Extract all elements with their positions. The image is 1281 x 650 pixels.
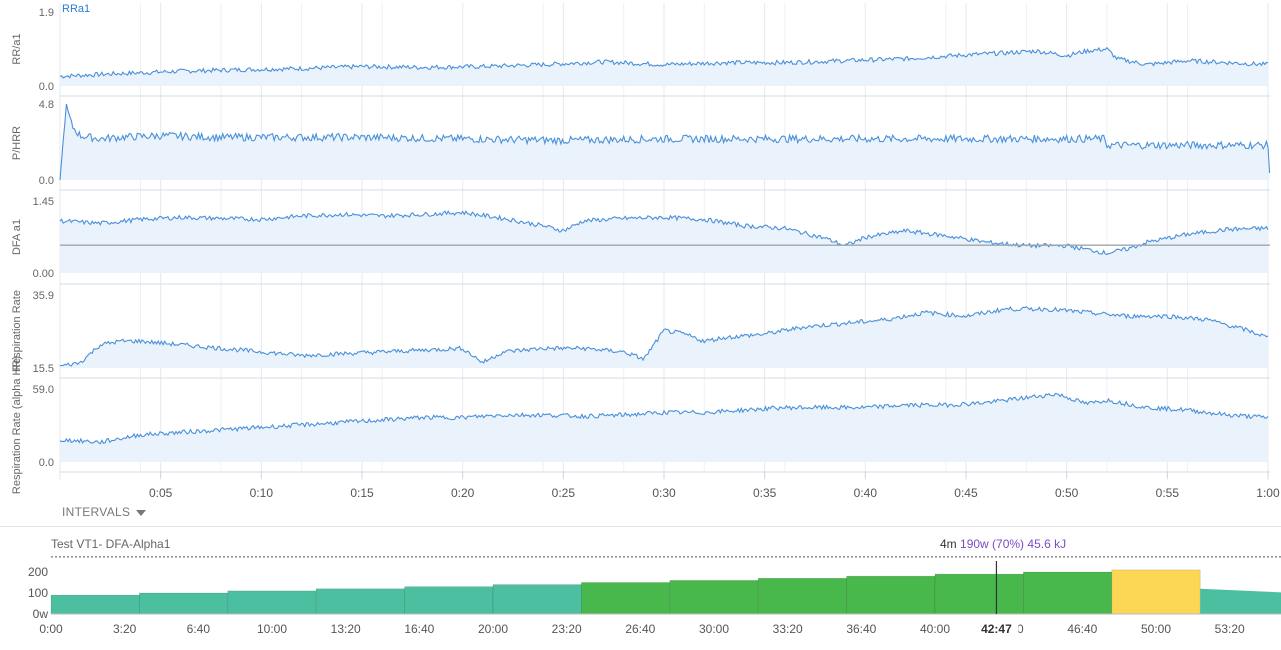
series-line <box>59 392 1269 445</box>
interval-step-9 <box>757 577 847 615</box>
interval-step-13 <box>1111 569 1201 615</box>
x-tick-label: 0:15 <box>350 486 374 500</box>
x-tick-label: 0:35 <box>753 486 777 500</box>
interval-step-1 <box>50 594 140 615</box>
workout-x-tick-label: 0:00 <box>39 622 63 636</box>
y-tick-label: 1.45 <box>33 196 54 208</box>
y-axis-label: RR/a1 <box>11 33 23 64</box>
panel-3: 1.45 0.00 DFA a1 <box>11 196 1270 285</box>
y-axis-label: Respiration Rate <box>11 290 23 372</box>
interval-step-6 <box>492 584 582 615</box>
y-tick-label: 0.0 <box>39 457 54 469</box>
interval-step-5 <box>404 586 494 615</box>
workout-x-tick-label: 6:40 <box>187 622 211 636</box>
x-tick-label: 0:25 <box>552 486 576 500</box>
workout-y-tick-label: 100 <box>28 586 48 600</box>
workout-x-tick-label: 53:20 <box>1215 622 1245 636</box>
cursor-info: 4m 190w (70%) 45.6 kJ <box>940 537 1066 551</box>
interval-step-3 <box>227 590 317 615</box>
y-tick-label: 4.8 <box>39 99 54 111</box>
panel-4: 35.9 15.5 Respiration Rate <box>11 290 1270 379</box>
series-area <box>60 306 1268 368</box>
intervals-dropdown-button[interactable]: INTERVALS <box>62 502 147 522</box>
x-tick-label: 0:20 <box>451 486 475 500</box>
interval-step-7 <box>581 582 671 615</box>
panel-2: 4.8 0.0 P/HRR <box>11 99 1271 191</box>
interval-step-8 <box>669 580 759 615</box>
cursor-label-bg <box>974 620 1019 638</box>
workout-y-tick-label: 0w <box>33 607 49 621</box>
y-axis-label: P/HRR <box>11 126 23 160</box>
y-tick-label: 0.0 <box>39 175 54 187</box>
x-tick-label: 0:10 <box>250 486 274 500</box>
x-tick-label: 0:45 <box>954 486 978 500</box>
interval-step-12 <box>1023 571 1113 615</box>
x-tick-label: 0:55 <box>1156 486 1180 500</box>
workout-y-tick-label: 200 <box>28 565 48 579</box>
interval-step-10 <box>846 575 936 615</box>
x-tick-label: 0:40 <box>854 486 878 500</box>
y-tick-label: 0.0 <box>39 81 54 93</box>
series-line <box>59 103 1271 181</box>
workout-x-tick-label: 10:00 <box>257 622 287 636</box>
cursor-power: 190w (70%) <box>960 537 1025 551</box>
y-axis-label: DFA a1 <box>11 219 23 255</box>
cursor-duration: 4m <box>940 537 957 551</box>
series-area <box>60 104 1270 180</box>
workout-x-tick-label: 26:40 <box>625 622 655 636</box>
intervals-label: INTERVALS <box>62 505 131 519</box>
y-tick-label: 0.00 <box>33 268 54 280</box>
y-tick-label: 35.9 <box>33 290 54 302</box>
workout-x-tick-label: 46:40 <box>1067 622 1097 636</box>
workout-x-tick-label: 36:40 <box>846 622 876 636</box>
cursor-time-label: 42:47 <box>981 622 1012 636</box>
workout-x-tick-label: 30:00 <box>699 622 729 636</box>
series-line <box>59 305 1269 367</box>
x-tick-label: 1:00 <box>1256 486 1280 500</box>
interval-step-2 <box>139 592 229 615</box>
workout-x-tick-label: 3:20 <box>113 622 137 636</box>
workout-x-tick-label: 16:40 <box>404 622 434 636</box>
y-axis-label: Respiration Rate (alpha HR) <box>11 356 23 494</box>
panel-1: 1.9 0.0 RR/a1 RRa1 <box>11 3 1270 97</box>
panel-5: 59.0 0.0 Respiration Rate (alpha HR) <box>11 356 1270 494</box>
interval-cooldown <box>1200 588 1281 614</box>
workout-x-tick-label: 20:00 <box>478 622 508 636</box>
workout-x-tick-label: 33:20 <box>773 622 803 636</box>
chevron-down-icon <box>136 510 147 516</box>
workout-title: Test VT1- DFA-Alpha1 <box>51 537 171 551</box>
x-tick-label: 0:50 <box>1055 486 1079 500</box>
x-tick-label: 0:30 <box>652 486 676 500</box>
interval-step-11 <box>934 573 1024 615</box>
interval-step-4 <box>315 588 405 615</box>
series-line <box>59 46 1269 79</box>
interval-chart[interactable]: 200 100 0w0:00 3:20 6:40 10:00 13:20 16:40 20:00… <box>0 555 1281 649</box>
series-area <box>60 211 1268 273</box>
series-area <box>60 393 1268 462</box>
legend-label: RRa1 <box>62 3 90 15</box>
workout-x-tick-label: 23:20 <box>552 622 582 636</box>
y-tick-label: 1.9 <box>39 7 54 19</box>
cursor-energy: 45.6 kJ <box>1027 537 1067 551</box>
main-chart[interactable]: 1.9 0.0 RR/a1 RRa1 4.8 0.0 P/HRR 1.45 0.00 DFA a1… <box>0 0 1281 500</box>
y-tick-label: 59.0 <box>33 384 54 396</box>
series-area <box>60 47 1268 86</box>
workout-x-tick-label: 40:00 <box>920 622 950 636</box>
workout-x-tick-label: 13:20 <box>331 622 361 636</box>
y-tick-label: 15.5 <box>33 363 54 375</box>
workout-x-tick-label: 50:00 <box>1141 622 1171 636</box>
x-tick-label: 0:05 <box>149 486 173 500</box>
